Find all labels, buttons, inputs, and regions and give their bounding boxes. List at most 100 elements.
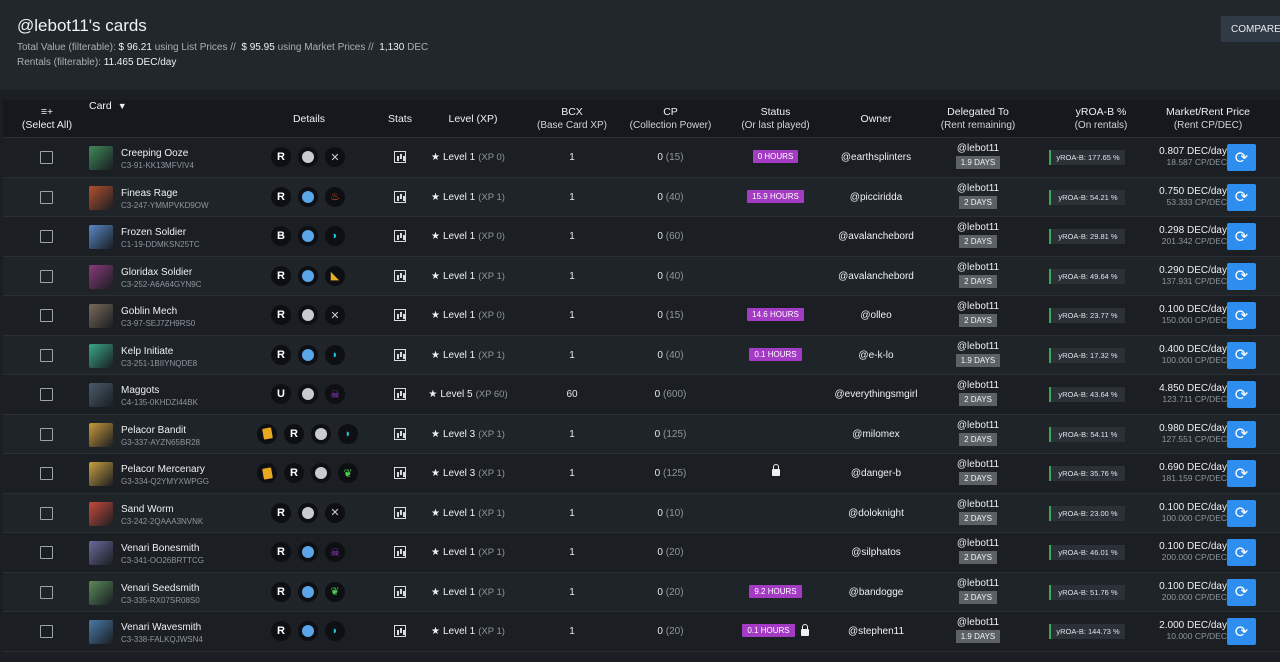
card-name[interactable]: Maggots xyxy=(121,385,160,396)
refresh-button[interactable]: ⟳ xyxy=(1227,420,1256,448)
table-row[interactable]: Venari Wavesmith C3-338-FALKQJWSN4 R ◗ ★ Leve… xyxy=(3,612,1280,652)
card-thumbnail[interactable] xyxy=(89,146,113,170)
owner-link[interactable]: @avalanchebord xyxy=(838,270,914,282)
stats-chart-icon[interactable] xyxy=(394,269,406,282)
row-checkbox[interactable] xyxy=(40,388,53,401)
row-checkbox[interactable] xyxy=(40,151,53,164)
table-row[interactable]: Fineas Rage C3-247-YMMPVKD9OW R ♨ ★ Level 1 (X… xyxy=(3,177,1280,217)
card-thumbnail[interactable] xyxy=(89,422,113,447)
refresh-button[interactable]: ⟳ xyxy=(1227,144,1256,171)
owner-link[interactable]: @earthsplinters xyxy=(840,152,912,163)
card-name[interactable]: Frozen Soldier xyxy=(121,227,187,238)
row-checkbox[interactable] xyxy=(40,348,53,362)
stats-chart-icon[interactable] xyxy=(394,427,406,440)
refresh-button[interactable]: ⟳ xyxy=(1227,460,1256,487)
delegated-to[interactable]: @lebot11 xyxy=(956,498,1000,510)
owner-link[interactable]: @olleo xyxy=(860,310,892,321)
table-row[interactable]: Pelacor Bandit G3-337-AYZN65BR28 R ◗ ★ Level … xyxy=(3,414,1280,454)
delegated-to[interactable]: @lebot11 xyxy=(956,261,1000,273)
compare-button[interactable]: COMPARE Y xyxy=(1221,16,1280,42)
table-row[interactable]: Venari Seedsmith C3-335-RX07SR08S0 R ❦ ★ Leve… xyxy=(3,572,1280,612)
delegated-to[interactable]: @lebot11 xyxy=(956,419,1000,431)
delegated-to[interactable]: @lebot11 xyxy=(956,577,1000,589)
owner-link[interactable]: @stephen11 xyxy=(847,626,905,637)
row-checkbox[interactable] xyxy=(40,230,53,243)
card-name[interactable]: Kelp Initiate xyxy=(121,345,174,357)
select-all-header[interactable]: ≡+ (Select All) xyxy=(17,100,77,138)
stats-chart-icon[interactable] xyxy=(394,546,406,558)
card-name[interactable]: Pelacor Bandit xyxy=(121,424,187,436)
owner-link[interactable]: @picciridda xyxy=(849,191,903,203)
card-name[interactable]: Pelacor Mercenary xyxy=(121,464,205,475)
owner-link[interactable]: @bandogge xyxy=(848,586,904,598)
delegated-to[interactable]: @lebot11 xyxy=(956,617,1000,628)
table-row[interactable]: Frozen Soldier C1-19-DDMKSN25TC B ◗ ★ Level 1… xyxy=(3,217,1280,257)
delegated-to[interactable]: @lebot11 xyxy=(956,340,1000,352)
card-name[interactable]: Venari Wavesmith xyxy=(121,622,202,633)
refresh-button[interactable]: ⟳ xyxy=(1227,262,1256,290)
owner-link[interactable]: @milomex xyxy=(852,428,900,440)
owner-link[interactable]: @danger-b xyxy=(850,468,902,479)
refresh-button[interactable]: ⟳ xyxy=(1227,341,1256,369)
table-row[interactable]: Sand Worm C3-242-2QAAA3NVNK R ✕ ★ Level 1 (XP … xyxy=(3,493,1280,533)
card-thumbnail[interactable] xyxy=(89,264,113,289)
row-checkbox[interactable] xyxy=(40,269,53,283)
owner-link[interactable]: @e-k-lo xyxy=(858,349,894,361)
card-column-header[interactable]: Card ▼ xyxy=(89,100,149,138)
row-checkbox[interactable] xyxy=(40,190,53,204)
card-thumbnail[interactable] xyxy=(89,620,113,644)
stats-chart-icon[interactable] xyxy=(394,190,406,203)
card-thumbnail[interactable] xyxy=(89,580,113,605)
owner-link[interactable]: @doloknight xyxy=(848,507,904,519)
card-name[interactable]: Gloridax Soldier xyxy=(121,266,193,278)
stats-chart-icon[interactable] xyxy=(394,585,406,598)
delegated-to[interactable]: @lebot11 xyxy=(956,380,1000,391)
owner-link[interactable]: @avalanchebord xyxy=(838,231,914,242)
row-checkbox[interactable] xyxy=(40,546,53,559)
card-thumbnail[interactable] xyxy=(89,541,113,565)
stats-chart-icon[interactable] xyxy=(394,348,406,361)
card-name[interactable]: Fineas Rage xyxy=(121,187,178,199)
card-name[interactable]: Venari Bonesmith xyxy=(121,543,200,554)
delegated-to[interactable]: @lebot11 xyxy=(956,301,1000,312)
card-thumbnail[interactable] xyxy=(89,304,113,328)
table-row[interactable]: Goblin Mech C3-97-SEJ7ZH9RS0 R ✕ ★ Level 1 (XP… xyxy=(3,296,1280,336)
refresh-button[interactable]: ⟳ xyxy=(1227,578,1256,606)
refresh-button[interactable]: ⟳ xyxy=(1227,539,1256,566)
refresh-button[interactable]: ⟳ xyxy=(1227,183,1256,211)
stats-chart-icon[interactable] xyxy=(394,309,406,321)
refresh-button[interactable]: ⟳ xyxy=(1227,381,1256,408)
card-thumbnail[interactable] xyxy=(89,501,113,526)
table-row[interactable]: Kelp Initiate C3-251-1BIIYNQDE8 R ◗ ★ Level 1… xyxy=(3,335,1280,375)
card-name[interactable]: Venari Seedsmith xyxy=(121,582,200,594)
row-checkbox[interactable] xyxy=(40,427,53,441)
card-thumbnail[interactable] xyxy=(89,225,113,249)
stats-chart-icon[interactable] xyxy=(394,230,406,242)
delegated-to[interactable]: @lebot11 xyxy=(956,459,1000,470)
card-thumbnail[interactable] xyxy=(89,383,113,407)
owner-link[interactable]: @silphatos xyxy=(851,547,901,558)
table-row[interactable]: Creeping Ooze C3-91-KK13MFVIV4 R ✕ ★ Level 1(… xyxy=(3,138,1280,178)
stats-chart-icon[interactable] xyxy=(394,506,406,519)
card-name[interactable]: Goblin Mech xyxy=(121,306,178,317)
table-row[interactable]: Maggots C4-135-0KHDZI44BK U ☠ ★ Level 5 (XP 60… xyxy=(3,375,1280,415)
table-row[interactable]: Pelacor Mercenary G3-334-Q2YMYXWPGG R ❦ ★ Lev… xyxy=(3,454,1280,494)
row-checkbox[interactable] xyxy=(40,467,53,480)
card-thumbnail[interactable] xyxy=(89,185,113,210)
refresh-button[interactable]: ⟳ xyxy=(1227,618,1256,645)
refresh-button[interactable]: ⟳ xyxy=(1227,223,1256,250)
row-checkbox[interactable] xyxy=(40,625,53,638)
delegated-to[interactable]: @lebot11 xyxy=(956,143,1000,154)
delegated-to[interactable]: @lebot11 xyxy=(956,222,1000,233)
table-row[interactable]: Venari Bonesmith C3-341-OO26BRTTCG R ☠ ★ Leve… xyxy=(3,533,1280,573)
stats-chart-icon[interactable] xyxy=(394,388,406,400)
owner-link[interactable]: @everythingsmgirl xyxy=(834,389,918,400)
card-name[interactable]: Sand Worm xyxy=(121,503,174,515)
stats-chart-icon[interactable] xyxy=(394,467,406,479)
card-thumbnail[interactable] xyxy=(89,462,113,486)
delegated-to[interactable]: @lebot11 xyxy=(956,538,1000,549)
refresh-button[interactable]: ⟳ xyxy=(1227,302,1256,329)
refresh-button[interactable]: ⟳ xyxy=(1227,499,1256,527)
delegated-to[interactable]: @lebot11 xyxy=(956,182,1000,194)
row-checkbox[interactable] xyxy=(40,506,53,520)
